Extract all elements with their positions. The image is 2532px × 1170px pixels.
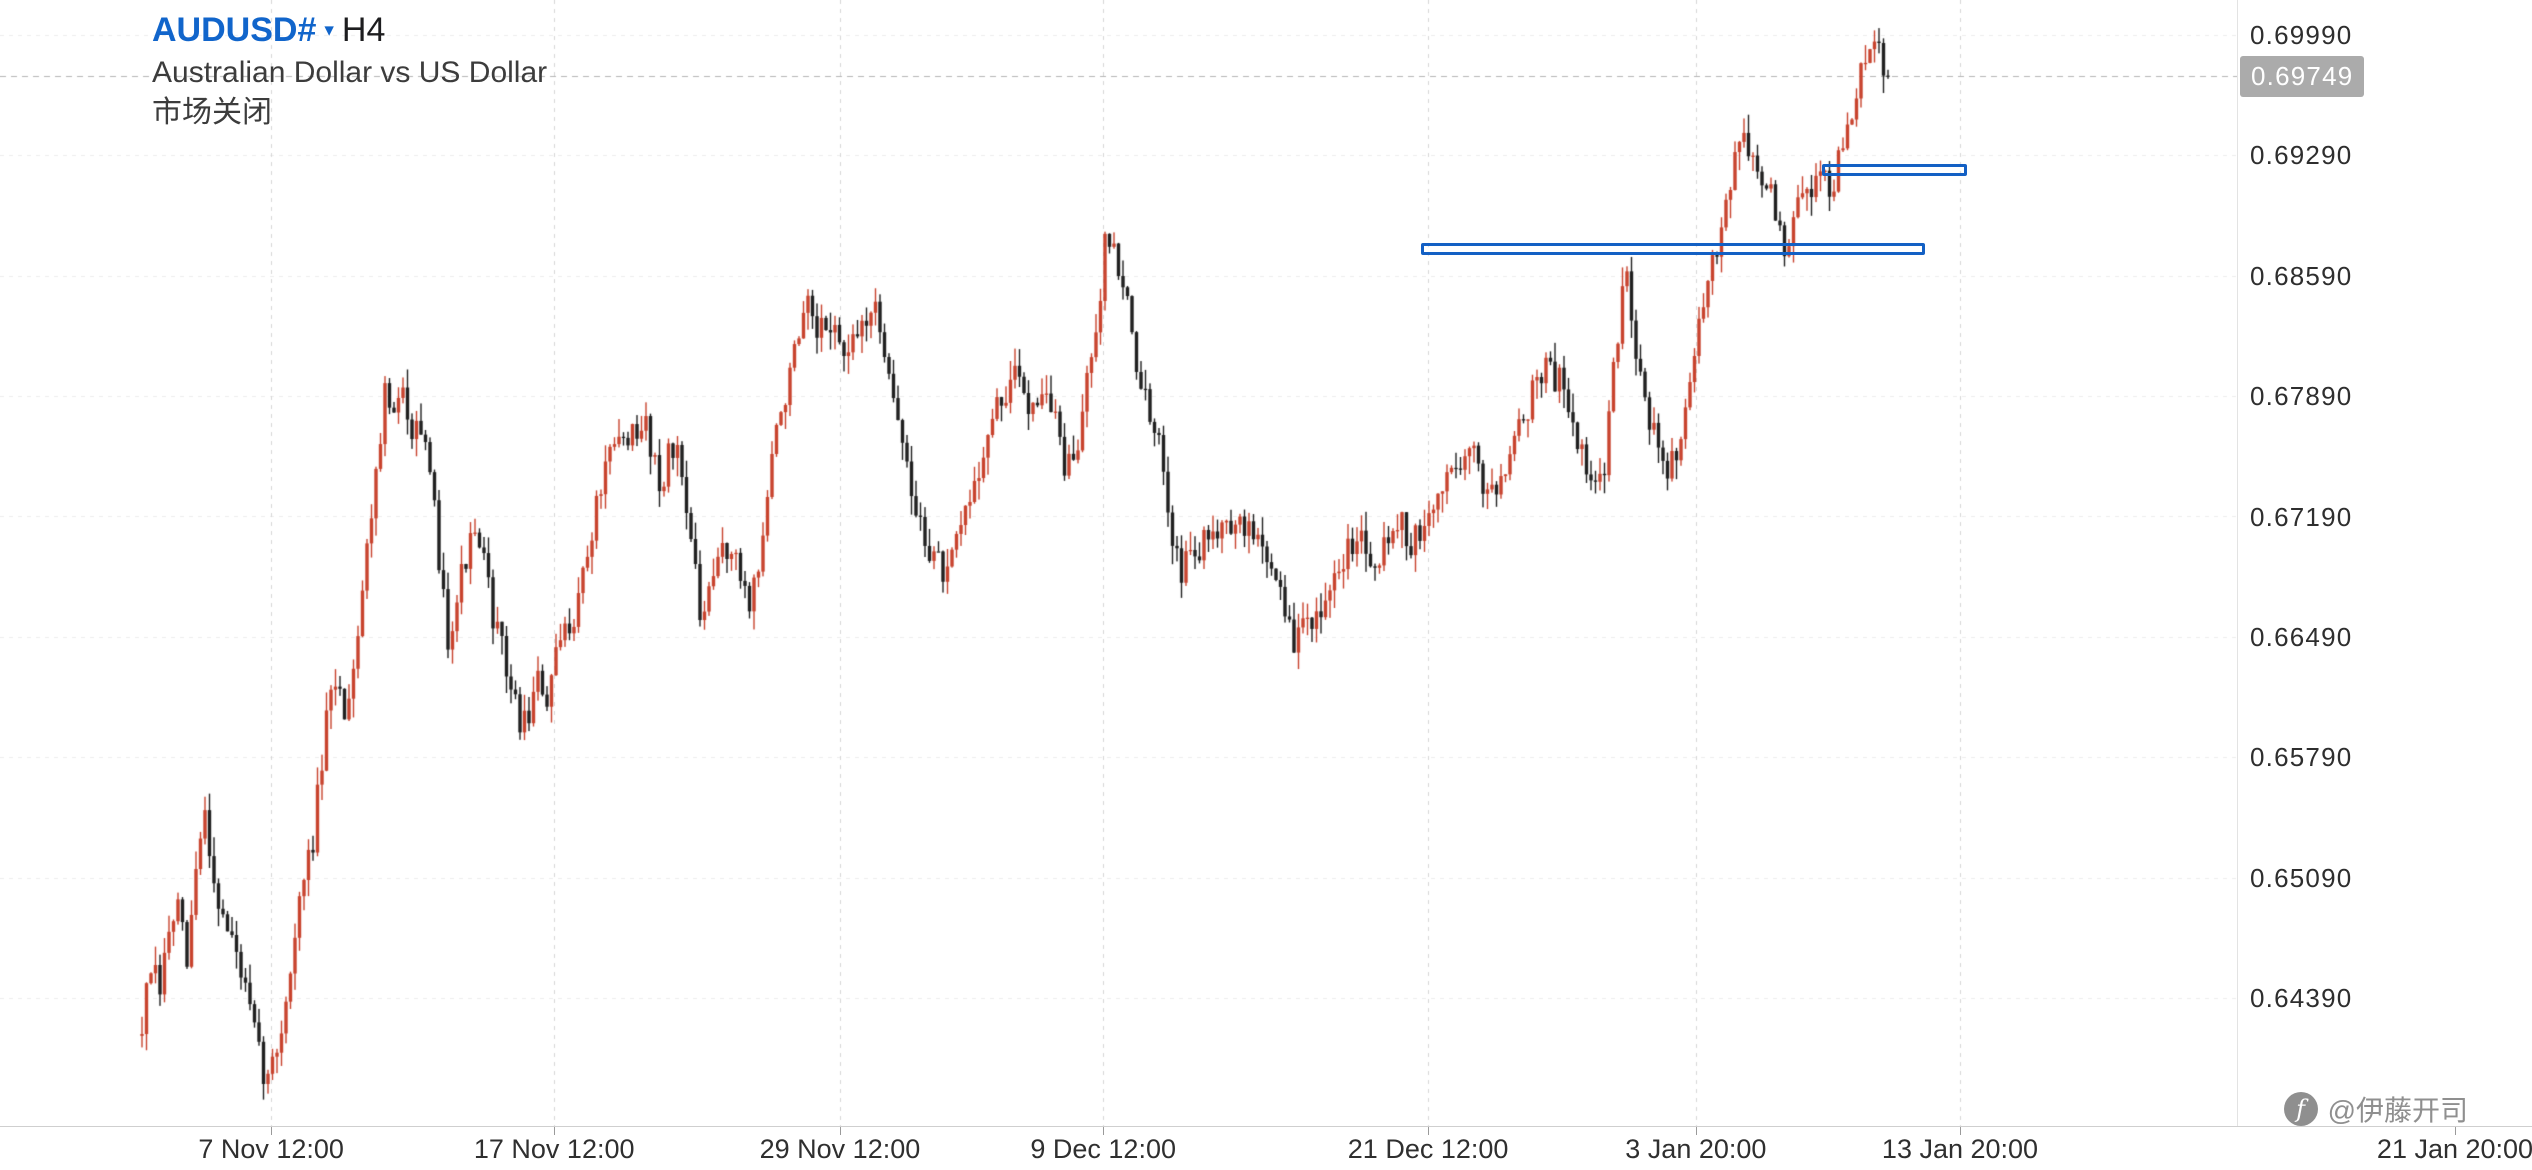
time-axis-label: 3 Jan 20:00 [1625, 1134, 1767, 1164]
time-axis-tick [554, 1127, 556, 1135]
time-axis-tick [2455, 1127, 2456, 1135]
price-axis-label: 0.69290 [2250, 140, 2353, 171]
time-axis-separator [0, 1126, 2532, 1127]
time-axis-label: 9 Dec 12:00 [1030, 1134, 1176, 1164]
time-axis-tick [1960, 1127, 1961, 1135]
current-price-tag: 0.69749 [2240, 56, 2365, 98]
price-axis-label: 0.64390 [2250, 983, 2353, 1013]
chevron-down-icon[interactable]: ▾ [324, 20, 334, 41]
price-axis-label: 0.67890 [2250, 381, 2353, 412]
symbol-row: AUDUSD# ▾ H4 [152, 8, 547, 53]
time-axis-label: 21 Jan 20:00 [2376, 1134, 2532, 1164]
price-axis-separator [2237, 0, 2238, 1126]
symbol-description: Australian Dollar vs US Dollar [152, 56, 548, 89]
price-axis[interactable]: 0.69749 0.69990 0.69290 0.68590 0.67890 0.67… [2238, 0, 2532, 1126]
price-axis-label: 0.65790 [2250, 742, 2353, 773]
time-axis-tick [839, 1127, 841, 1135]
time-axis-label: 21 Dec 12:00 [1347, 1134, 1509, 1164]
timeframe-label[interactable]: H4 [341, 11, 386, 49]
price-axis-label: 0.65090 [2250, 862, 2353, 893]
watermark: f @伊藤开司 [2283, 1089, 2468, 1129]
time-axis-tick [271, 1127, 273, 1135]
symbol-label[interactable]: AUDUSD# [152, 11, 317, 49]
chart-plot-area: AUDUSD# ▾ H4 Australian Dollar vs US Dolla… [0, 0, 2237, 1126]
time-axis-label: 17 Nov 12:00 [473, 1134, 635, 1164]
time-axis-tick [1428, 1127, 1430, 1135]
time-axis-label: 13 Jan 20:00 [1881, 1134, 2039, 1164]
watermark-text: @伊藤开司 [2327, 1095, 2468, 1126]
time-axis-tick [1103, 1127, 1105, 1135]
time-axis-tick [1695, 1127, 1697, 1135]
price-axis-label: 0.67190 [2250, 501, 2353, 532]
price-axis-label: 0.69990 [2250, 20, 2353, 50]
watermark-f-icon: f [2283, 1092, 2318, 1126]
price-axis-label: 0.68590 [2250, 260, 2353, 291]
chart-header: AUDUSD# ▾ H4 Australian Dollar vs US Dolla… [152, 8, 547, 133]
price-axis-label: 0.66490 [2250, 621, 2353, 652]
time-axis[interactable]: 7 Nov 12:00 17 Nov 12:00 29 Nov 12:00 9 Dec… [0, 1127, 2532, 1170]
time-axis-label: 29 Nov 12:00 [759, 1134, 921, 1164]
candlestick-canvas[interactable] [0, 0, 2237, 1126]
resistance-zone-rect-upper[interactable] [1821, 163, 1967, 176]
market-status: 市场关闭 [152, 96, 272, 129]
time-axis-label: 7 Nov 12:00 [198, 1134, 344, 1164]
resistance-zone-rect-lower[interactable] [1420, 243, 1925, 256]
